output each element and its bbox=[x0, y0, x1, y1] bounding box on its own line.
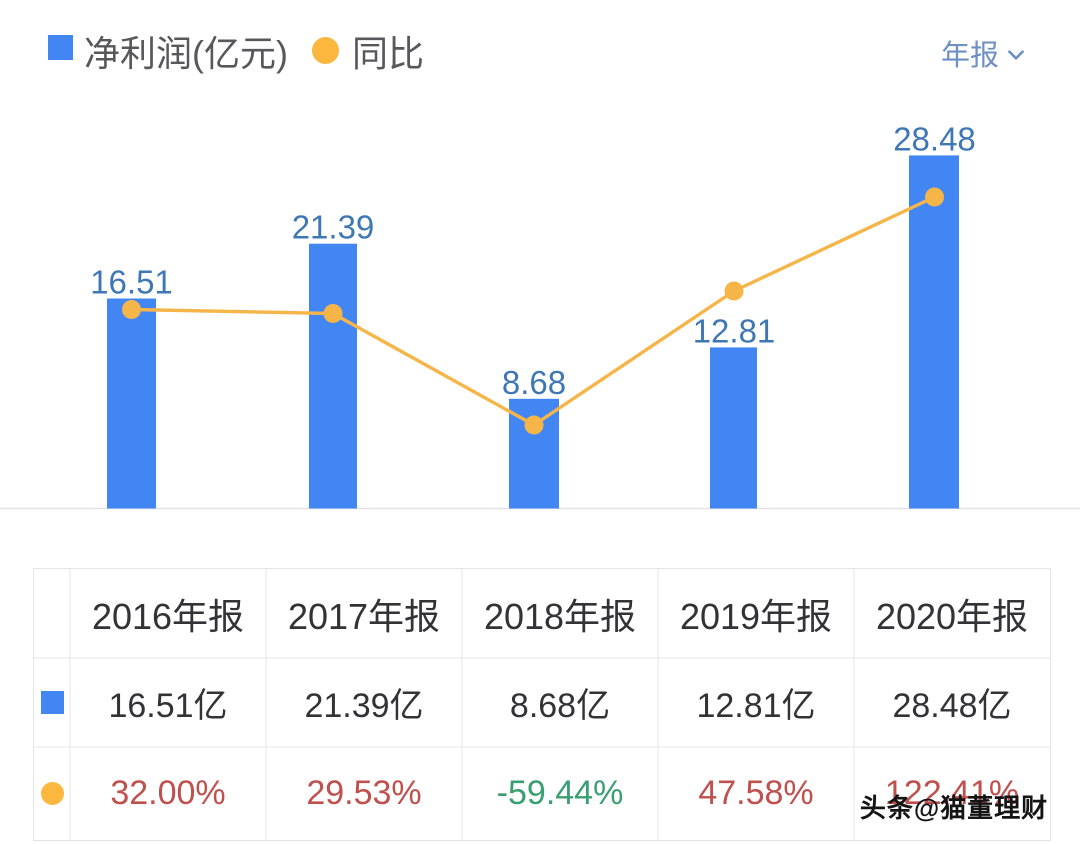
svg-text:12.81: 12.81 bbox=[693, 312, 776, 349]
svg-text:8.68: 8.68 bbox=[502, 364, 566, 401]
svg-text:28.48: 28.48 bbox=[893, 120, 976, 157]
svg-text:21.39: 21.39 bbox=[292, 209, 375, 246]
svg-text:16.51: 16.51 bbox=[90, 264, 173, 301]
